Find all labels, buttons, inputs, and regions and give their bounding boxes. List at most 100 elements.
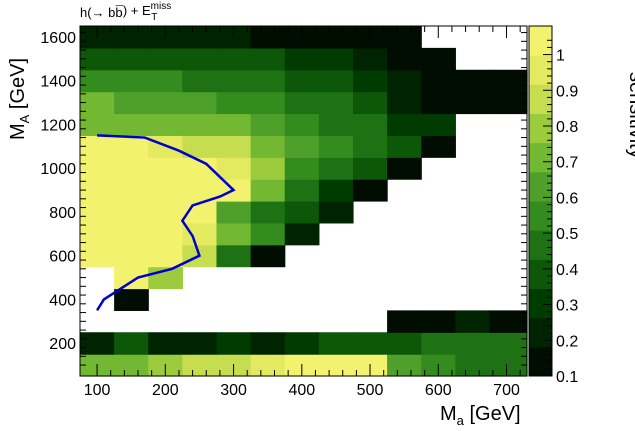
heatmap-cell: [148, 179, 183, 202]
sensitivity-contour-line: [96, 134, 236, 312]
y-tick-label: 1000: [40, 161, 76, 178]
heatmap-cell: [80, 332, 115, 355]
heatmap-cell: [318, 91, 354, 115]
heatmap-cell: [318, 47, 354, 71]
heatmap-cell: [489, 354, 528, 377]
heatmap-cell: [284, 113, 320, 136]
heatmap-cell: [250, 244, 286, 268]
heatmap-cell: [352, 157, 388, 180]
heatmap-cell: [284, 332, 320, 355]
heatmap-cell: [352, 113, 388, 136]
heatmap-cell: [318, 26, 354, 49]
heatmap-cell: [250, 157, 286, 180]
heatmap-cell: [182, 332, 218, 355]
heatmap-cell: [114, 222, 149, 246]
heatmap-cell: [148, 332, 183, 355]
colorbar-tick-label: 0.5: [556, 226, 578, 243]
colorbar-tick-label: 0.3: [556, 298, 578, 315]
heatmap-cell: [387, 354, 422, 377]
heatmap-cell: [216, 91, 252, 115]
colorbar-segment: [529, 171, 552, 202]
heatmap-cell: [182, 354, 218, 377]
heatmap-cell: [250, 26, 286, 49]
heatmap-cell: [421, 69, 456, 93]
heatmap-cell: [216, 244, 252, 268]
heatmap-cell: [114, 288, 149, 311]
heatmap-cell: [250, 332, 286, 355]
colorbar-tick-label: 0.1: [556, 369, 578, 386]
heatmap-cell: [80, 201, 115, 224]
colorbar-segment: [529, 142, 552, 173]
heatmap-cell: [216, 222, 252, 246]
y-tick-label: 200: [49, 336, 76, 353]
heatmap-cell: [318, 332, 354, 355]
heatmap-cell: [250, 69, 286, 93]
y-axis-ticks: 200 400 600 800 1000 1200 1400 1600: [40, 30, 527, 366]
y-tick-label: 1200: [40, 117, 76, 134]
heatmap-cell: [148, 244, 183, 268]
heatmap-cell: [421, 91, 456, 115]
heatmap-cell: [250, 113, 286, 136]
heatmap-cell: [387, 69, 422, 93]
colorbar-tick-label: 1: [556, 48, 565, 65]
heatmap-cell: [80, 222, 115, 246]
plot-title: h(→ bb¯) + Emiss T: [80, 1, 171, 23]
heatmap-cell: [250, 91, 286, 115]
heatmap-cell: [284, 135, 320, 158]
heatmap-cell: [352, 332, 388, 355]
heatmap-cell: [455, 332, 491, 355]
x-tick-label: 400: [288, 382, 315, 399]
heatmap-cell: [80, 91, 115, 115]
x-tick-label: 300: [220, 382, 247, 399]
colorbar-segment: [529, 113, 552, 144]
heatmap-cell: [182, 26, 218, 49]
heatmap-cell: [421, 113, 456, 136]
heatmap-cell: [148, 222, 183, 246]
heatmap-cell: [455, 69, 491, 93]
heatmap-cell: [80, 47, 115, 71]
x-tick-label: 600: [425, 382, 452, 399]
y-tick-label: 600: [49, 249, 76, 266]
heatmap-cell: [216, 201, 252, 224]
heatmap-cell: [216, 113, 252, 136]
heatmap-cell: [148, 201, 183, 224]
heatmap-cell: [80, 113, 115, 136]
heatmap-cell: [114, 266, 149, 290]
heatmap-cell: [387, 113, 422, 136]
heatmap-cell: [148, 157, 183, 180]
heatmap-cell: [80, 179, 115, 202]
heatmap-cell: [114, 201, 149, 224]
heatmap-cell: [284, 222, 320, 246]
heatmap-cell: [250, 222, 286, 246]
heatmap-cell: [148, 91, 183, 115]
heatmap-cell: [182, 135, 218, 158]
heatmap-cell: [284, 157, 320, 180]
colorbar-tick-label: 0.7: [556, 155, 578, 172]
heatmap-cell: [489, 310, 528, 333]
heatmap-cell: [352, 47, 388, 71]
x-tick-label: 200: [152, 382, 179, 399]
colorbar-segment: [529, 55, 552, 85]
colorbar-segment: [529, 26, 552, 56]
colorbar-segment: [529, 317, 552, 348]
colorbar-tick-label: 0.9: [556, 83, 578, 100]
plot-frame: [79, 25, 528, 377]
heatmap-cell: [80, 69, 115, 93]
heatmap-cell: [318, 113, 354, 136]
heatmap-cell: [182, 157, 218, 180]
heatmap-cell: [387, 135, 422, 158]
x-tick-label: 500: [357, 382, 384, 399]
heatmap-cell: [352, 91, 388, 115]
colorbar-segment: [529, 288, 552, 319]
heatmap-cell: [216, 47, 252, 71]
heatmap-cell: [216, 69, 252, 93]
colorbar-tick-label: 0.4: [556, 262, 578, 279]
heatmap-cell: [80, 244, 115, 268]
heatmap-cell: [80, 135, 115, 158]
heatmap-cell: [114, 69, 149, 93]
heatmap-cell: [250, 179, 286, 202]
heatmap-cell: [182, 91, 218, 115]
heatmap-cell: [318, 354, 354, 377]
colorbar-tick-label: 0.6: [556, 190, 578, 207]
colorbar-segment: [529, 201, 552, 231]
